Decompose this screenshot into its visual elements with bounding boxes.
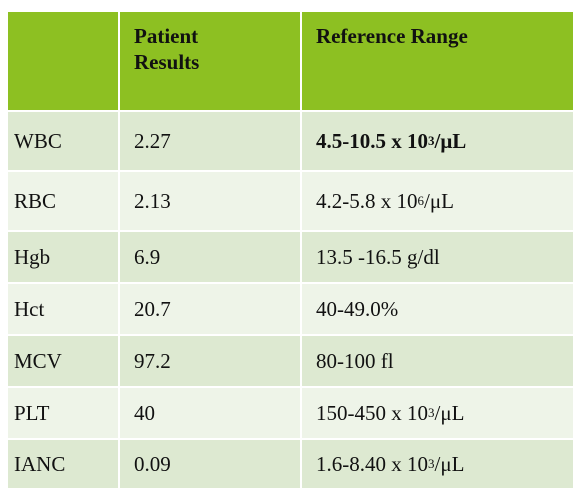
row-range-wbc: 4.5-10.5 x 10 3/μL — [302, 112, 573, 170]
range-text: 1.6-8.40 x 10 — [316, 451, 428, 476]
range-text: 13.5 -16.5 g/dl — [316, 244, 440, 269]
range-text: 4.2-5.8 x 10 — [316, 188, 418, 213]
row-result-rbc: 2.13 — [120, 172, 300, 230]
row-range-hgb: 13.5 -16.5 g/dl — [302, 232, 573, 282]
row-result-mcv: 97.2 — [120, 336, 300, 386]
row-result-hct: 20.7 — [120, 284, 300, 334]
range-text: 80-100 fl — [316, 348, 394, 373]
row-label-wbc: WBC — [8, 112, 118, 170]
row-label-mcv: MCV — [8, 336, 118, 386]
range-text: 4.5-10.5 x 10 — [316, 128, 428, 153]
range-unit: /μL — [434, 400, 465, 425]
range-text: 150-450 x 10 — [316, 400, 428, 425]
range-unit: /μL — [434, 128, 467, 153]
row-result-wbc: 2.27 — [120, 112, 300, 170]
range-text: 40-49.0% — [316, 296, 399, 321]
header-cell-empty — [8, 12, 118, 110]
row-range-plt: 150-450 x 10 3/μL — [302, 388, 573, 438]
row-label-hct: Hct — [8, 284, 118, 334]
row-range-mcv: 80-100 fl — [302, 336, 573, 386]
row-range-rbc: 4.2-5.8 x 10 6/μL — [302, 172, 573, 230]
header-reference-range: Reference Range — [302, 12, 573, 110]
row-range-ianc: 1.6-8.40 x 10 3/μL — [302, 440, 573, 488]
row-range-hct: 40-49.0% — [302, 284, 573, 334]
header-patient-results: Patient Results — [120, 12, 300, 110]
header-patient-results-line1: Patient — [134, 24, 199, 48]
row-result-hgb: 6.9 — [120, 232, 300, 282]
row-label-ianc: IANC — [8, 440, 118, 488]
row-label-rbc: RBC — [8, 172, 118, 230]
range-unit: /μL — [434, 451, 465, 476]
row-label-hgb: Hgb — [8, 232, 118, 282]
range-unit: /μL — [424, 188, 454, 213]
row-result-ianc: 0.09 — [120, 440, 300, 488]
lab-results-table: Patient Results Reference Range WBC 2.27… — [8, 12, 573, 488]
row-label-plt: PLT — [8, 388, 118, 438]
row-result-plt: 40 — [120, 388, 300, 438]
header-patient-results-line2: Results — [134, 50, 200, 74]
